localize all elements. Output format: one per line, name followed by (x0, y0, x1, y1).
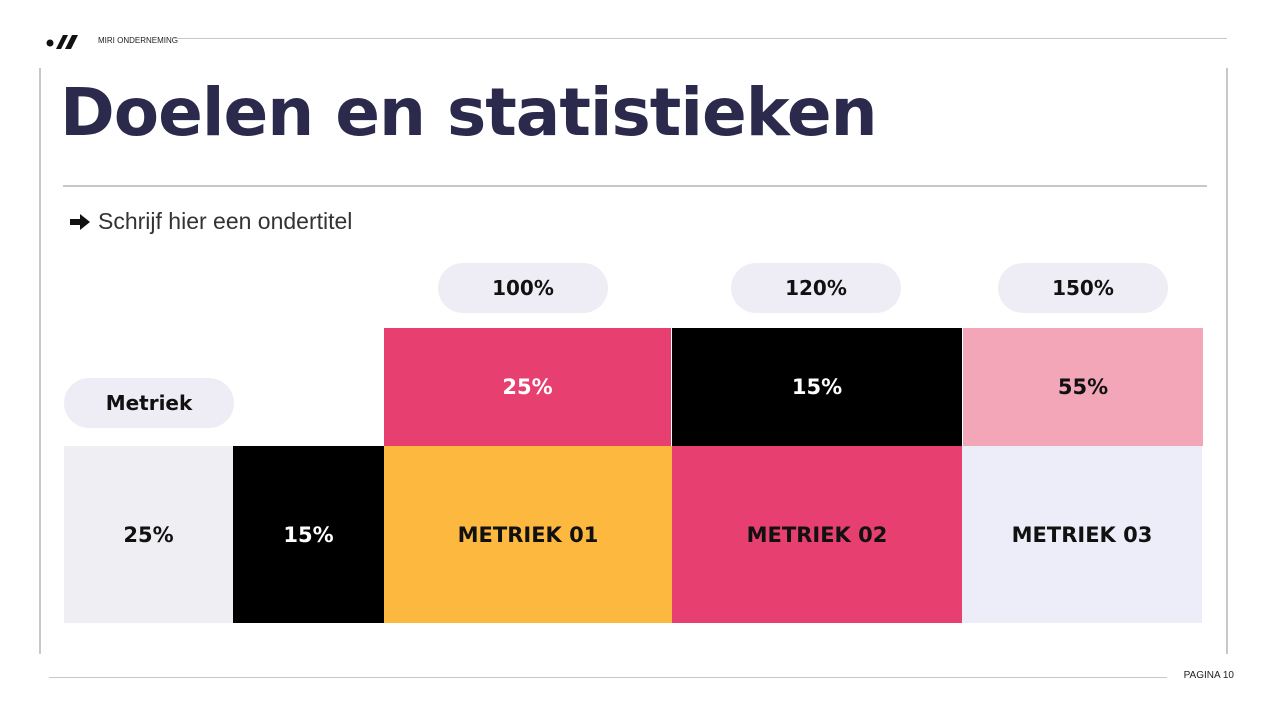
column-header-150: 150% (998, 263, 1168, 313)
bottom-cell-1: 25% (64, 446, 233, 623)
column-header-100: 100% (438, 263, 608, 313)
logo (46, 34, 80, 53)
page-number: PAGINA 10 (1183, 670, 1234, 681)
top-cell-2: 15% (672, 328, 962, 446)
bottom-cell-2: 15% (233, 446, 384, 623)
brand-name: MIRI ONDERNEMING (98, 36, 178, 45)
title-divider (63, 185, 1207, 187)
metric-01: METRIEK 01 (384, 446, 672, 623)
column-header-120: 120% (731, 263, 901, 313)
arrow-right-icon (70, 213, 90, 230)
left-border (39, 68, 41, 654)
right-border (1226, 68, 1228, 654)
metric-02: METRIEK 02 (672, 446, 962, 623)
top-cell-1: 25% (384, 328, 671, 446)
subtitle-text: Schrijf hier een ondertitel (98, 208, 353, 234)
top-divider (173, 38, 1227, 39)
page-title: Doelen en statistieken (60, 74, 878, 151)
top-cell-3: 55% (963, 328, 1203, 446)
row-label-metriek: Metriek (64, 378, 234, 428)
bottom-divider (49, 677, 1167, 678)
subtitle: Schrijf hier een ondertitel (70, 208, 352, 235)
metric-03: METRIEK 03 (962, 446, 1202, 623)
